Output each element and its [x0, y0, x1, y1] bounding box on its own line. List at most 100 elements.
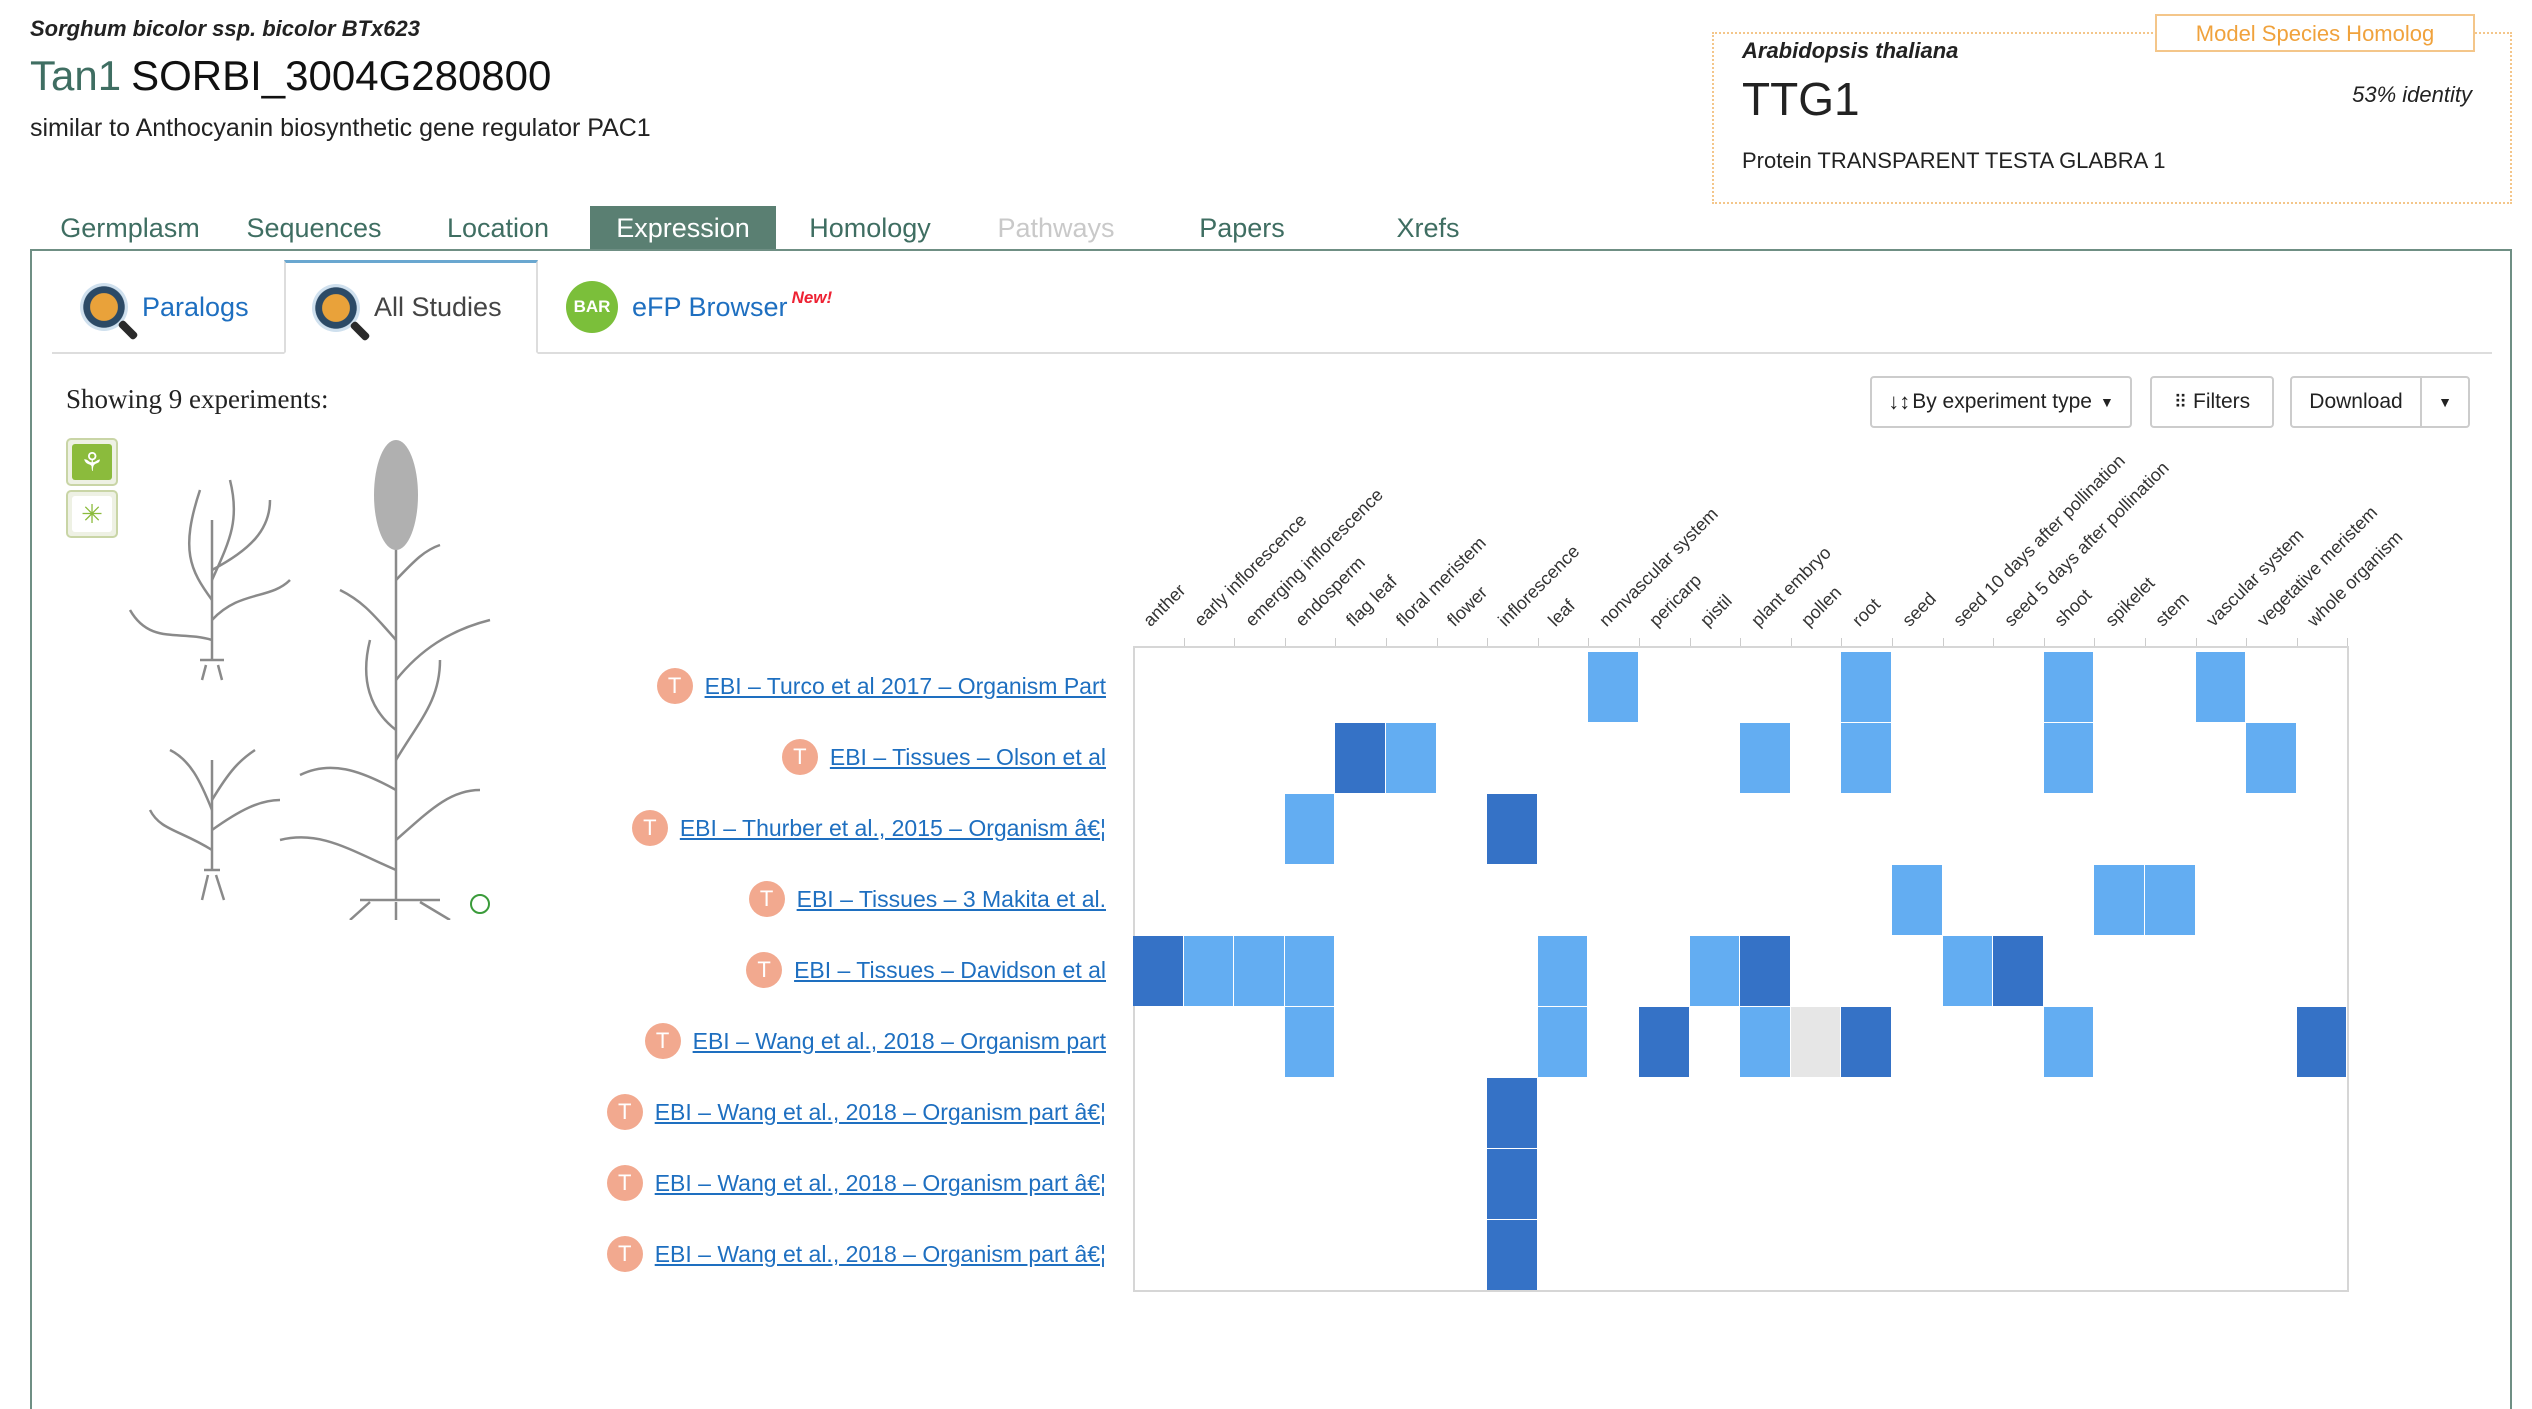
- experiment-row[interactable]: T EBI – Wang et al., 2018 – Organism par…: [644, 1021, 1106, 1061]
- tissue-tick: [1639, 638, 1640, 646]
- heatmap-cell[interactable]: [1740, 1007, 1790, 1077]
- heatmap-cell[interactable]: [1487, 1220, 1537, 1290]
- heatmap-cell[interactable]: [1841, 1007, 1891, 1077]
- heatmap-cell[interactable]: [2296, 1007, 2347, 1077]
- heatmap-cell[interactable]: [1892, 865, 1942, 935]
- tissue-tick: [2347, 638, 2349, 646]
- experiment-row[interactable]: T EBI – Wang et al., 2018 – Organism par…: [606, 1234, 1106, 1274]
- heatmap-cell[interactable]: [1537, 1007, 1588, 1077]
- tab-germplasm[interactable]: Germplasm: [60, 213, 200, 243]
- homolog-panel: [1712, 32, 2512, 204]
- heatmap-cell[interactable]: [2043, 652, 2094, 722]
- heatmap-cell[interactable]: [1386, 723, 1436, 793]
- experiment-type-badge: T: [746, 952, 783, 988]
- subtab-efp-label: eFP Browser: [632, 291, 788, 322]
- experiment-type-badge: T: [656, 668, 693, 704]
- heatmap-cell[interactable]: [1537, 936, 1588, 1006]
- experiment-link[interactable]: EBI – Wang et al., 2018 – Organism part …: [654, 1098, 1106, 1125]
- heatmap-cell[interactable]: [1588, 652, 1638, 722]
- tab-homology[interactable]: Homology: [809, 213, 931, 243]
- tissue-tick: [2043, 638, 2045, 646]
- experiment-type-badge: T: [606, 1094, 643, 1130]
- info-icon[interactable]: [470, 894, 490, 914]
- homolog-symbol[interactable]: TTG1: [1742, 73, 1860, 125]
- heatmap-cell[interactable]: [1689, 936, 1740, 1006]
- tab-sequences[interactable]: Sequences: [246, 213, 382, 243]
- heatmap-cell[interactable]: [2246, 723, 2296, 793]
- tab-location[interactable]: Location: [446, 213, 550, 243]
- sort-label: By experiment type: [1912, 390, 2092, 413]
- heatmap-cell[interactable]: [1639, 1007, 1689, 1077]
- tissue-tick: [1689, 638, 1691, 646]
- sort-button[interactable]: ↓↕ By experiment type ▼: [1870, 376, 2132, 428]
- experiment-row[interactable]: T EBI – Thurber et al., 2015 – Organism …: [631, 808, 1106, 848]
- heatmap-cell[interactable]: [1284, 1007, 1335, 1077]
- experiment-type-badge: T: [644, 1023, 681, 1059]
- heatmap-cell[interactable]: [2043, 723, 2094, 793]
- heatmap-cell[interactable]: [1993, 936, 2043, 1006]
- tab-expression[interactable]: Expression: [590, 206, 776, 250]
- heatmap-cell[interactable]: [2043, 1007, 2094, 1077]
- tissue-tick: [1234, 638, 1236, 646]
- heatmap-cell[interactable]: [1942, 936, 1993, 1006]
- experiment-link[interactable]: EBI – Thurber et al., 2015 – Organism â€…: [679, 814, 1106, 841]
- experiment-row[interactable]: T EBI – Tissues – Davidson et al: [746, 950, 1106, 990]
- filter-grid-icon: ⠿: [2173, 391, 2187, 412]
- heatmap-cell[interactable]: [1841, 723, 1891, 793]
- tissue-tick: [2296, 638, 2298, 646]
- plant-icon: ⚘: [72, 444, 112, 480]
- experiment-link[interactable]: EBI – Turco et al 2017 – Organism Part: [704, 672, 1106, 699]
- filters-button[interactable]: ⠿ Filters: [2150, 376, 2274, 428]
- tissue-tick: [1386, 638, 1387, 646]
- tissue-tick: [1740, 638, 1742, 646]
- cell-view-toggle[interactable]: ✳: [66, 490, 118, 538]
- experiment-link[interactable]: EBI – Tissues – 3 Makita et al.: [796, 885, 1106, 912]
- experiment-row[interactable]: T EBI – Wang et al., 2018 – Organism par…: [606, 1092, 1106, 1132]
- heatmap-cell[interactable]: [1183, 936, 1234, 1006]
- heatmap-cell[interactable]: [2195, 652, 2246, 722]
- experiment-row[interactable]: T EBI – Turco et al 2017 – Organism Part: [656, 666, 1106, 706]
- caret-down-icon: ▼: [2099, 394, 2114, 410]
- heatmap-cell[interactable]: [1487, 1078, 1537, 1148]
- experiment-row[interactable]: T EBI – Tissues – 3 Makita et al.: [748, 879, 1106, 919]
- experiment-link[interactable]: EBI – Wang et al., 2018 – Organism part: [692, 1027, 1106, 1054]
- experiment-row[interactable]: T EBI – Tissues – Olson et al: [781, 737, 1106, 777]
- heatmap-cell[interactable]: [2145, 865, 2195, 935]
- heatmap-cell[interactable]: [1335, 723, 1385, 793]
- plant-view-toggle[interactable]: ⚘: [66, 438, 118, 486]
- experiment-type-badge: T: [748, 881, 785, 917]
- tissue-tick: [1993, 638, 1995, 646]
- tab-xrefs[interactable]: Xrefs: [1396, 213, 1460, 243]
- heatmap-cell[interactable]: [1487, 794, 1537, 864]
- experiment-link[interactable]: EBI – Wang et al., 2018 – Organism part …: [654, 1240, 1106, 1267]
- new-badge: New!: [791, 288, 833, 307]
- heatmap-cell[interactable]: [1234, 936, 1284, 1006]
- heatmap-cell[interactable]: [1133, 936, 1183, 1006]
- heatmap-cell[interactable]: [1284, 936, 1335, 1006]
- caret-down-icon: ▼: [2438, 394, 2452, 410]
- tab-papers[interactable]: Papers: [1199, 213, 1285, 243]
- heatmap-cell[interactable]: [1284, 794, 1335, 864]
- heatmap-cell[interactable]: [1790, 1007, 1841, 1077]
- tissue-tick: [1892, 638, 1893, 646]
- species-name: Sorghum bicolor ssp. bicolor BTx623: [30, 16, 420, 41]
- subtab-all-studies[interactable]: All Studies: [284, 260, 538, 354]
- subtab-all-studies-label: All Studies: [374, 292, 502, 322]
- homolog-tag: Model Species Homolog: [2155, 14, 2475, 52]
- heatmap-cell[interactable]: [1841, 652, 1891, 722]
- heatmap-cell[interactable]: [1487, 1149, 1537, 1219]
- gene-symbol: Tan1: [30, 52, 122, 99]
- experiment-link[interactable]: EBI – Tissues – Olson et al: [829, 743, 1106, 770]
- heatmap-cell[interactable]: [1740, 723, 1790, 793]
- download-button[interactable]: Download: [2290, 376, 2422, 428]
- download-dropdown-button[interactable]: ▼: [2420, 376, 2470, 428]
- heatmap-cell[interactable]: [1740, 936, 1790, 1006]
- homolog-description: Protein TRANSPARENT TESTA GLABRA 1: [1742, 148, 2166, 173]
- tissue-tick: [2246, 638, 2248, 646]
- experiment-link[interactable]: EBI – Wang et al., 2018 – Organism part …: [654, 1169, 1106, 1196]
- subtab-efp-browser[interactable]: BAR eFP Browser New!: [566, 260, 832, 354]
- subtab-paralogs[interactable]: Paralogs: [80, 260, 249, 354]
- experiment-row[interactable]: T EBI – Wang et al., 2018 – Organism par…: [606, 1163, 1106, 1203]
- heatmap-cell[interactable]: [2094, 865, 2144, 935]
- experiment-link[interactable]: EBI – Tissues – Davidson et al: [794, 956, 1106, 983]
